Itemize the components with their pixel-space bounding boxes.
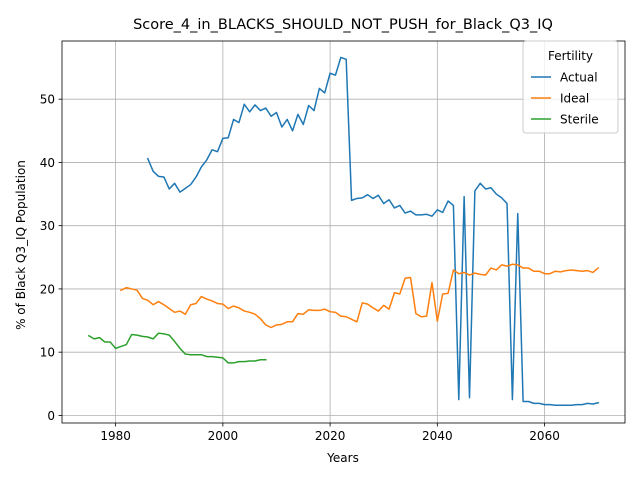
legend: Fertility Actual Ideal Sterile — [522, 40, 619, 134]
series-line-ideal — [119, 263, 600, 329]
legend-title: Fertility — [548, 49, 593, 63]
legend-box — [522, 40, 619, 134]
legend-label-ideal: Ideal — [560, 92, 589, 106]
y-tick-label: 30 — [40, 219, 55, 233]
y-tick-label: 40 — [40, 156, 55, 170]
series-line-sterile — [87, 332, 267, 364]
x-tick-label: 1980 — [100, 429, 131, 443]
y-axis-label: % of Black Q3_IQ Population — [14, 160, 28, 330]
x-axis-ticks: 1980 2000 2020 2040 2060 — [100, 423, 560, 443]
x-tick-label: 2060 — [529, 429, 560, 443]
series-line-actual — [146, 56, 600, 407]
legend-entries: Actual Ideal Sterile — [531, 71, 599, 127]
legend-label-sterile: Sterile — [560, 113, 599, 127]
x-tick-label: 2000 — [208, 429, 239, 443]
plot-area-frame — [61, 40, 626, 424]
x-tick-label: 2020 — [315, 429, 346, 443]
y-tick-label: 0 — [47, 409, 55, 423]
x-tick-label: 2040 — [422, 429, 453, 443]
y-tick-label: 10 — [40, 346, 55, 360]
series-lines — [87, 56, 600, 407]
y-tick-label: 20 — [40, 282, 55, 296]
legend-label-actual: Actual — [560, 71, 598, 85]
x-axis-label: Years — [326, 451, 359, 465]
y-axis-ticks: 0 10 20 30 40 50 — [40, 93, 62, 423]
y-tick-label: 50 — [40, 93, 55, 107]
chart-title: Score_4_in_BLACKS_SHOULD_NOT_PUSH_for_Bl… — [133, 17, 553, 33]
